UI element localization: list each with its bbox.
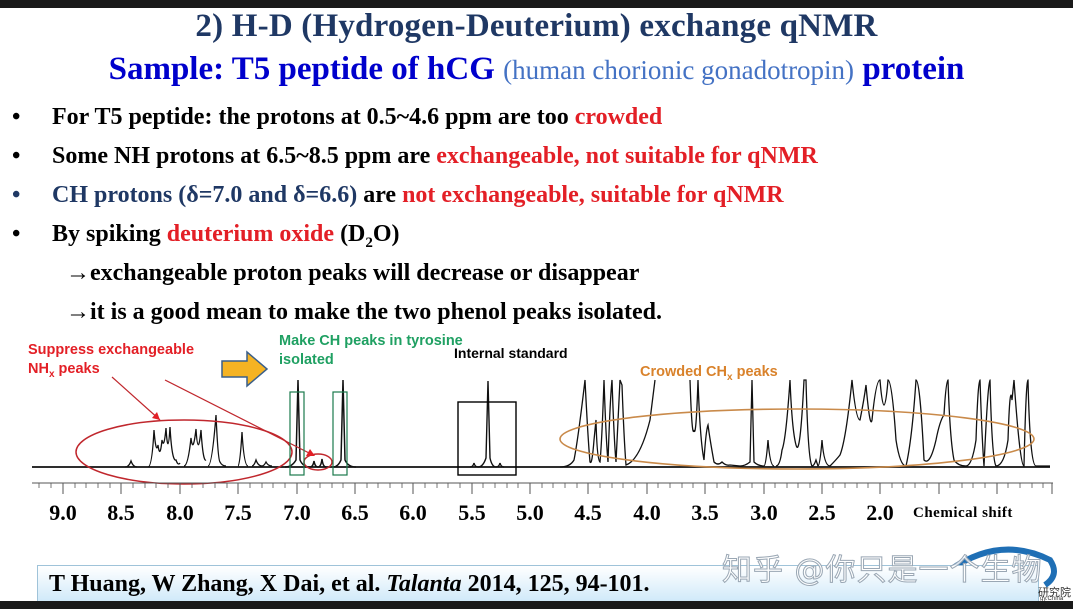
bullet-nh-protons: • Some NH protons at 6.5~8.5 ppm are exch…: [12, 143, 818, 169]
x-tick-label: 3.5: [691, 500, 719, 525]
crowded-region-ellipse: [559, 408, 1035, 470]
citation: T Huang, W Zhang, X Dai, et al. Talanta …: [49, 571, 650, 597]
internal-standard-peak: [469, 380, 505, 468]
bullet-ch-protons: • CH protons (δ=7.0 and δ=6.6) are not ex…: [12, 182, 784, 208]
nh-peaks: [124, 414, 273, 468]
logo-text: 研究院: [1038, 586, 1071, 599]
bullet-marker: •: [12, 182, 21, 208]
subtitle-light: (human chorionic gonadotropin): [503, 55, 855, 85]
x-tick-label: 2.5: [808, 500, 836, 525]
logo-subtext: gy.China: [1040, 596, 1064, 602]
slide-subtitle: Sample: T5 peptide of hCG (human chorion…: [0, 51, 1073, 88]
x-tick-label: 7.5: [224, 500, 252, 525]
x-axis: [32, 482, 1053, 494]
bullet-marker: •: [12, 143, 21, 169]
annotation-make-ch: Make CH peaks in tyrosine isolated: [279, 333, 463, 368]
annotation-suppress: Suppress exchangeable NHx peaks: [28, 342, 195, 380]
watermark: 知乎 @你只是一个生物: [722, 553, 1043, 589]
subtitle-prefix: Sample: T5 peptide of hCG: [108, 51, 495, 87]
x-tick-label: 4.5: [574, 500, 602, 525]
suppress-arrow-1: [111, 376, 161, 421]
x-tick-label: 2.0: [866, 500, 894, 525]
x-tick-label: 5.0: [516, 500, 544, 525]
x-tick-label: 9.0: [49, 500, 77, 525]
x-tick-label: 6.0: [399, 500, 427, 525]
x-tick-label: 8.0: [166, 500, 194, 525]
x-tick-label: 6.5: [341, 500, 369, 525]
top-border: [0, 0, 1073, 8]
crowded-peaks: [559, 379, 1050, 468]
logo-arc-icon: [948, 546, 1057, 588]
arrow-line-isolated: →it is a good mean to make the two pheno…: [66, 299, 663, 325]
tyrosine-box-1: [289, 391, 305, 476]
arrow-line-decrease: →exchangeable proton peaks will decrease…: [66, 260, 640, 286]
x-tick-label: 5.5: [458, 500, 486, 525]
annotation-crowded: Crowded CHx peaks: [640, 364, 778, 383]
tyrosine-box-2: [332, 391, 348, 476]
nh-region-ellipse: [75, 419, 293, 485]
slide-title: 2) H-D (Hydrogen-Deuterium) exchange qNM…: [195, 8, 878, 44]
bottom-border: [0, 601, 1073, 609]
x-tick-label: 4.0: [633, 500, 661, 525]
arrowhead-icon: [152, 412, 160, 420]
x-axis-label: Chemical shift: [913, 505, 1013, 521]
internal-standard-box: [457, 401, 517, 476]
annotation-internal-standard: Internal standard: [454, 345, 568, 361]
x-tick-label: 7.0: [283, 500, 311, 525]
bullet-d2o: • By spiking deuterium oxide (D2O): [12, 221, 400, 251]
right-arrow-icon: [221, 350, 269, 388]
arrowhead-icon: [306, 449, 315, 456]
x-tick-label: 3.0: [750, 500, 778, 525]
bullet-crowded: • For T5 peptide: the protons at 0.5~4.6 …: [12, 104, 663, 130]
subtitle-suffix: protein: [862, 51, 965, 87]
x-tick-label: 8.5: [107, 500, 135, 525]
suppress-arrow-2: [164, 379, 314, 456]
bullet-marker: •: [12, 104, 21, 130]
bullet-marker: •: [12, 221, 21, 247]
